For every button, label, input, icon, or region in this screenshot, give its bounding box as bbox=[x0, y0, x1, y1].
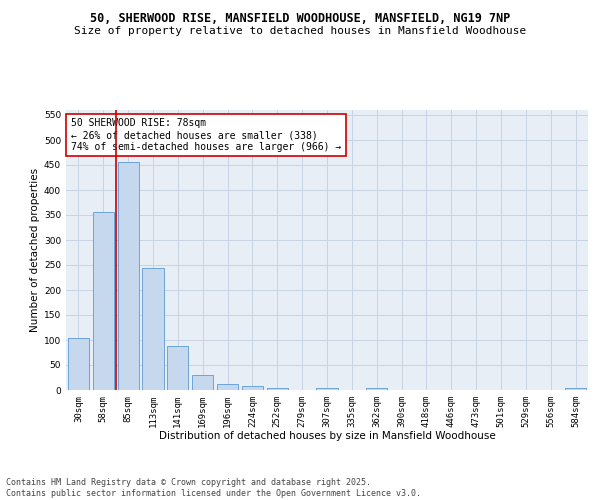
Bar bbox=[93, 212, 114, 390]
Bar bbox=[316, 388, 338, 390]
Text: 50, SHERWOOD RISE, MANSFIELD WOODHOUSE, MANSFIELD, NG19 7NP: 50, SHERWOOD RISE, MANSFIELD WOODHOUSE, … bbox=[90, 12, 510, 26]
X-axis label: Distribution of detached houses by size in Mansfield Woodhouse: Distribution of detached houses by size … bbox=[158, 432, 496, 442]
Bar bbox=[565, 388, 586, 390]
Bar bbox=[118, 162, 139, 390]
Bar bbox=[366, 388, 387, 390]
Bar bbox=[167, 346, 188, 390]
Text: Contains HM Land Registry data © Crown copyright and database right 2025.
Contai: Contains HM Land Registry data © Crown c… bbox=[6, 478, 421, 498]
Text: Size of property relative to detached houses in Mansfield Woodhouse: Size of property relative to detached ho… bbox=[74, 26, 526, 36]
Y-axis label: Number of detached properties: Number of detached properties bbox=[30, 168, 40, 332]
Bar bbox=[192, 374, 213, 390]
Bar bbox=[68, 338, 89, 390]
Bar bbox=[242, 386, 263, 390]
Bar bbox=[267, 388, 288, 390]
Bar bbox=[142, 268, 164, 390]
Bar bbox=[217, 384, 238, 390]
Text: 50 SHERWOOD RISE: 78sqm
← 26% of detached houses are smaller (338)
74% of semi-d: 50 SHERWOOD RISE: 78sqm ← 26% of detache… bbox=[71, 118, 341, 152]
